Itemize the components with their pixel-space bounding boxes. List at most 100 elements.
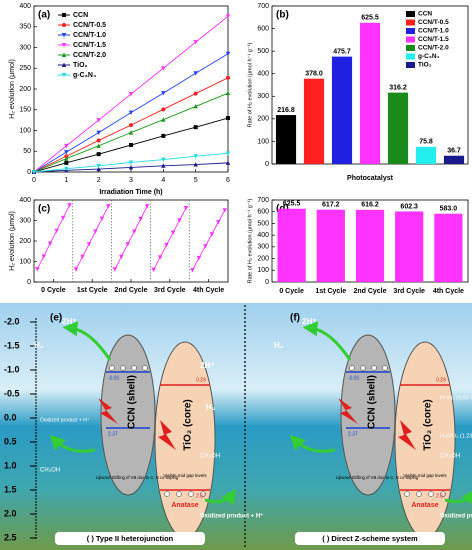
data-point (60, 215, 66, 221)
data-point (128, 130, 134, 135)
caption-box (55, 532, 205, 545)
panel-label: (c) (38, 204, 50, 215)
value-label: 602.3 (400, 203, 418, 210)
diagram-text: 2H⁺ (302, 317, 316, 326)
diagram-text: CCN (shell) (367, 375, 378, 429)
x-tick-label: 0 (32, 177, 36, 184)
electron (371, 365, 377, 371)
data-point (138, 216, 143, 222)
x-tick-label: 2nd Cycle (353, 288, 386, 295)
diagram-text: Oxidized product + H⁺ (440, 513, 472, 520)
y-tick-label: 200 (257, 255, 269, 262)
diagram-text: -0.91 (108, 375, 120, 381)
data-point (125, 242, 130, 247)
data-point (80, 254, 85, 260)
y-tick-label: 400 (257, 232, 269, 239)
scale-label: 1.0 (4, 460, 17, 470)
scale-label: -1.0 (4, 364, 20, 374)
bar (303, 78, 325, 164)
y-tick-label: 400 (257, 71, 269, 78)
data-point (119, 254, 124, 260)
diagram-text: (f) (290, 313, 300, 324)
diagram-text: H₂ (274, 341, 284, 350)
y-tick-label: 400 (19, 197, 31, 204)
legend-marker (61, 73, 67, 78)
y-tick-label: 100 (257, 138, 269, 145)
hole (176, 491, 182, 497)
bar (359, 22, 381, 164)
x-tick-label: 4th Cycle (433, 288, 464, 295)
bar (395, 211, 424, 282)
y-tick-label: 300 (257, 244, 269, 251)
bar (355, 209, 385, 282)
y-tick-label: 200 (257, 116, 269, 123)
data-point (209, 232, 215, 237)
value-label: 625.5 (283, 201, 301, 208)
legend-label: CCN/T-0.5 (73, 22, 106, 29)
data-point (86, 242, 92, 247)
x-tick-label: 6 (226, 177, 230, 184)
data-point (67, 203, 72, 208)
hole (428, 491, 434, 497)
diagram-text: Oxidized product + H⁺ (200, 513, 263, 520)
legend-label: TiO₂ (418, 62, 432, 69)
x-tick-label: 0 Cycle (41, 287, 66, 294)
data-point (157, 255, 163, 260)
bar (331, 56, 353, 164)
scale-label: 2.0 (4, 508, 17, 518)
data-point (225, 151, 231, 156)
y-tick-label: 150 (19, 107, 31, 114)
x-axis-label: Photocatalyst (347, 175, 394, 182)
diagram-text: Upward shifting of VB due to C, N co-dop… (96, 475, 179, 480)
data-point (161, 163, 166, 168)
scale-label: -1.5 (4, 340, 20, 350)
legend-marker (61, 43, 67, 48)
legend-swatch (406, 62, 415, 68)
y-tick-label: 500 (257, 220, 269, 227)
light (98, 398, 118, 424)
scale-label: -2.0 (4, 316, 20, 326)
diagram-text: H₂ (34, 341, 44, 350)
hole (416, 491, 422, 497)
ccn-shell (340, 334, 396, 496)
ccn-shell (100, 334, 156, 496)
data-point (64, 143, 69, 149)
data-point (226, 75, 230, 80)
y-tick-label: 300 (19, 44, 31, 51)
data-point (164, 242, 169, 248)
y-tick-label: 200 (19, 86, 31, 93)
value-label: 583.0 (440, 206, 458, 213)
bar (415, 146, 437, 164)
diagram-text: 0.29 (196, 377, 206, 383)
data-point (161, 107, 166, 112)
legend-label: CCN/T-1.5 (418, 36, 449, 43)
bar (275, 115, 297, 164)
electron (120, 365, 126, 371)
value-label: 475.7 (333, 48, 351, 55)
diagram-text: 2.87 (436, 493, 446, 499)
x-tick-label: 2nd Cycle (114, 287, 147, 294)
data-point (93, 229, 98, 234)
bar (443, 155, 465, 164)
data-point (193, 104, 198, 109)
legend-marker (61, 62, 67, 67)
value-label: 616.2 (361, 202, 379, 209)
series-line (36, 204, 226, 271)
x-tick-label: 1st Cycle (77, 287, 108, 294)
diagram-text: 2H⁺ (62, 317, 76, 326)
y-tick-label: 100 (19, 258, 31, 265)
diagram-text: -0.91 (348, 375, 360, 381)
data-point (193, 154, 198, 159)
data-point (177, 218, 182, 223)
data-point (132, 229, 137, 234)
y-tick-label: 50 (23, 148, 31, 155)
y-tick-label: 700 (257, 197, 269, 204)
data-point (41, 254, 46, 259)
value-label: 378.0 (305, 71, 323, 78)
data-point (64, 156, 69, 161)
x-tick-label: 3rd Cycle (154, 287, 186, 294)
scale-label: 2.5 (4, 532, 17, 542)
data-point (161, 91, 166, 96)
diagram-text: (e) (50, 313, 62, 324)
data-point (96, 163, 101, 169)
